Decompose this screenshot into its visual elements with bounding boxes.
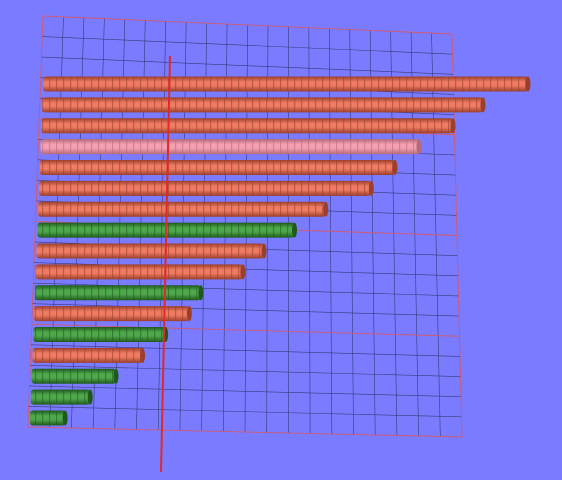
bar-rings — [40, 139, 419, 155]
bar-rings — [33, 327, 166, 342]
bar — [30, 389, 93, 405]
grid-line-horizontal — [41, 56, 454, 75]
bar-rings — [34, 285, 201, 301]
grid-line-horizontal — [29, 385, 462, 397]
bar-rings — [39, 160, 395, 175]
bar — [33, 327, 169, 342]
bar — [43, 76, 531, 92]
bar-end-cap — [113, 368, 119, 384]
bar-rings — [30, 389, 91, 405]
bar-end-cap — [186, 306, 192, 322]
bar-end-cap — [261, 243, 267, 259]
bar-end-cap — [240, 264, 246, 280]
bar-rings — [36, 243, 264, 259]
bar-series — [30, 76, 531, 426]
bar — [42, 97, 486, 113]
grid-line-horizontal — [42, 36, 453, 55]
bar — [40, 139, 422, 155]
grid-line-horizontal — [32, 303, 460, 317]
bar-end-cap — [62, 410, 68, 426]
bar-rings — [34, 306, 190, 322]
bar-rings — [31, 368, 117, 384]
bar — [32, 347, 146, 363]
bar — [39, 160, 398, 175]
bar — [38, 180, 374, 196]
grid-line-horizontal — [42, 15, 453, 35]
bar-rings — [38, 201, 326, 217]
bar-rings — [38, 180, 372, 196]
bar-rings — [32, 347, 143, 363]
bar — [35, 264, 246, 280]
bar-rings — [30, 410, 66, 426]
bar-rings — [42, 97, 483, 113]
grid-line-horizontal — [30, 344, 461, 357]
bar-end-cap — [416, 139, 422, 155]
bar-end-cap — [392, 160, 398, 175]
bar — [31, 368, 119, 384]
bar-end-cap — [140, 347, 146, 363]
bar-rings — [41, 118, 453, 134]
bar — [41, 118, 456, 134]
bar — [38, 201, 329, 217]
bar-end-cap — [368, 180, 374, 196]
grid-line-horizontal — [28, 406, 462, 418]
bar-end-cap — [87, 389, 93, 405]
bar — [34, 306, 192, 322]
bar-rings — [35, 264, 243, 280]
grid-line-horizontal — [30, 365, 461, 377]
bar-end-cap — [525, 76, 531, 92]
bar-end-cap — [323, 201, 329, 217]
bar-end-cap — [450, 118, 456, 134]
bar — [30, 410, 68, 426]
bar-end-cap — [480, 97, 486, 113]
grid-line-horizontal — [27, 426, 463, 438]
bar-end-cap — [292, 222, 298, 238]
bar — [34, 285, 204, 301]
bar-end-cap — [198, 285, 204, 301]
marker-line — [160, 55, 171, 473]
bar-rings — [43, 76, 528, 92]
grid-line-horizontal — [31, 323, 460, 337]
bar — [36, 243, 267, 259]
